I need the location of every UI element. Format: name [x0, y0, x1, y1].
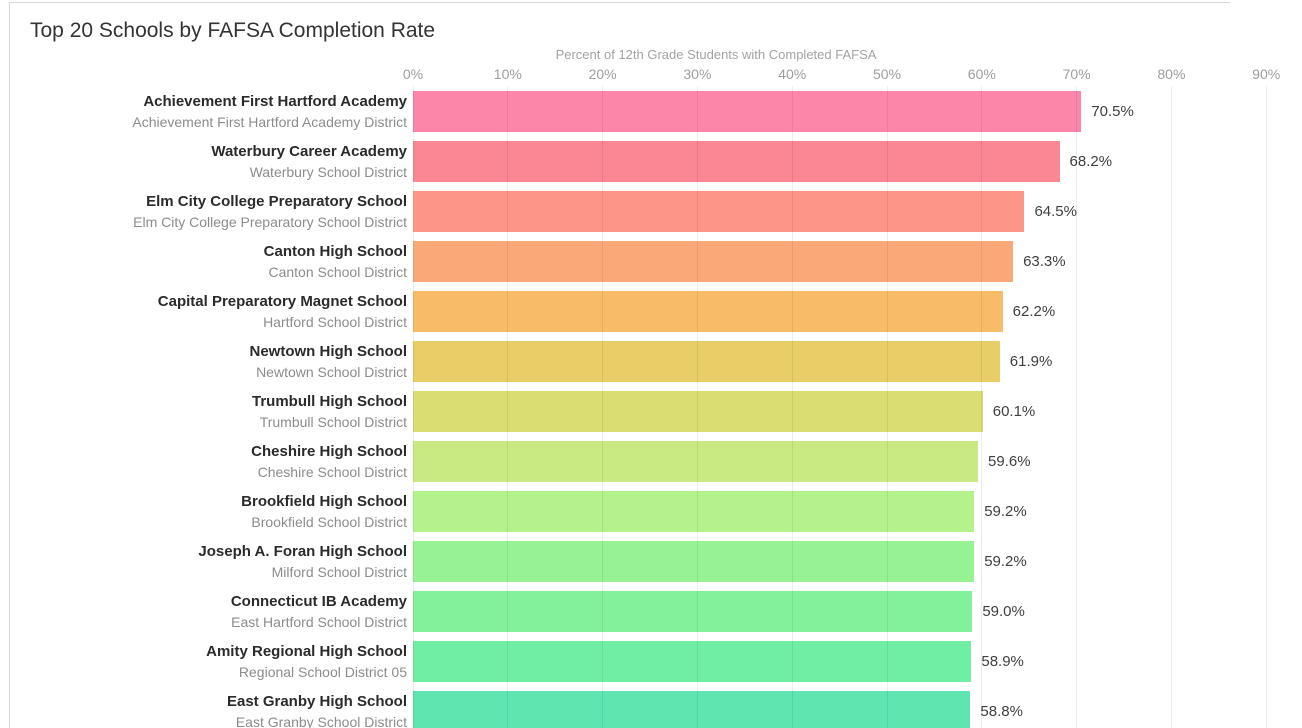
- bar[interactable]: [413, 591, 973, 632]
- bar-row: Waterbury Career Academy Waterbury School…: [0, 138, 1302, 188]
- category-label: Joseph A. Foran High School Milford Schoo…: [0, 540, 407, 584]
- bar-row: Canton High School Canton School District…: [0, 238, 1302, 288]
- category-label: Connecticut IB Academy East Hartford Scho…: [0, 590, 407, 634]
- school-name-label: Amity Regional High School: [206, 643, 407, 660]
- bar-value-label: 62.2%: [1012, 303, 1056, 320]
- panel-border-top: [9, 2, 1230, 3]
- district-name-label: East Hartford School District: [231, 614, 407, 630]
- bar-row: Achievement First Hartford Academy Achiev…: [0, 88, 1302, 138]
- bar-value-label: 59.2%: [984, 503, 1027, 520]
- school-name-label: Trumbull High School: [252, 393, 407, 410]
- category-label: Elm City College Preparatory School Elm C…: [0, 190, 407, 234]
- x-axis-tick-label: 50%: [872, 66, 902, 82]
- bar-row: Joseph A. Foran High School Milford Schoo…: [0, 538, 1302, 588]
- category-label: Achievement First Hartford Academy Achiev…: [0, 90, 407, 134]
- x-axis-tick-label: 0%: [402, 66, 424, 82]
- district-name-label: Hartford School District: [263, 314, 407, 330]
- category-label: East Granby High School East Granby Schoo…: [0, 690, 407, 728]
- district-name-label: Trumbull School District: [259, 414, 407, 430]
- bar-value-label: 59.0%: [982, 603, 1025, 620]
- bar[interactable]: [413, 491, 975, 532]
- category-label: Cheshire High School Cheshire School Dist…: [0, 440, 407, 484]
- school-name-label: East Granby High School: [226, 693, 407, 710]
- bar[interactable]: [413, 91, 1082, 132]
- bar[interactable]: [413, 691, 971, 728]
- bar-row: Newtown High School Newtown School Distri…: [0, 338, 1302, 388]
- x-axis-tick-label: 10%: [493, 66, 522, 82]
- bar-value-label: 61.9%: [1009, 353, 1053, 370]
- bar[interactable]: [413, 191, 1025, 232]
- district-name-label: Canton School District: [268, 264, 407, 280]
- category-label: Newtown High School Newtown School Distri…: [0, 340, 408, 384]
- bar-value-label: 63.3%: [1023, 253, 1066, 270]
- bar-value-label: 58.9%: [981, 653, 1024, 670]
- school-name-label: Achievement First Hartford Academy: [143, 93, 407, 110]
- category-label: Amity Regional High School Regional Schoo…: [0, 640, 407, 684]
- bar-row: Brookfield High School Brookfield School …: [0, 488, 1302, 538]
- bar[interactable]: [413, 141, 1060, 182]
- bar-value-label: 59.6%: [988, 453, 1031, 470]
- bar[interactable]: [413, 291, 1003, 332]
- x-axis-tick-label: 90%: [1252, 66, 1281, 82]
- chart-title: Top 20 Schools by FAFSA Completion Rate: [30, 19, 436, 42]
- x-axis-tick-label: 60%: [967, 66, 996, 82]
- bar-row: Amity Regional High School Regional Schoo…: [0, 638, 1302, 688]
- school-name-label: Waterbury Career Academy: [211, 143, 407, 160]
- school-name-label: Canton High School: [263, 243, 407, 260]
- category-label: Capital Preparatory Magnet School Hartfor…: [0, 290, 407, 334]
- bar-value-label: 60.1%: [992, 403, 1036, 420]
- school-name-label: Capital Preparatory Magnet School: [157, 293, 407, 310]
- x-axis-tick-label: 70%: [1062, 66, 1091, 82]
- school-name-label: Cheshire High School: [251, 443, 407, 460]
- bar-value-label: 68.2%: [1069, 153, 1113, 170]
- x-axis-tick-label: 40%: [778, 66, 807, 82]
- district-name-label: Achievement First Hartford Academy Distr…: [132, 114, 407, 130]
- bar[interactable]: [413, 641, 972, 682]
- bar-value-label: 70.5%: [1091, 103, 1134, 120]
- category-label: Canton High School Canton School District: [0, 240, 407, 284]
- bar-row: Elm City College Preparatory School Elm C…: [0, 188, 1302, 238]
- bar-row: Trumbull High School Trumbull School Dist…: [0, 388, 1302, 438]
- bar-value-label: 58.8%: [980, 703, 1023, 720]
- bar[interactable]: [413, 241, 1014, 282]
- district-name-label: Milford School District: [271, 564, 407, 580]
- x-axis-tick-label: 80%: [1157, 66, 1186, 82]
- district-name-label: Regional School District 05: [238, 664, 407, 680]
- school-name-label: Elm City College Preparatory School: [146, 193, 407, 210]
- bar-value-label: 59.2%: [984, 553, 1027, 570]
- bar[interactable]: [413, 341, 1000, 382]
- panel-border-left: [9, 2, 10, 728]
- x-axis-title: Percent of 12th Grade Students with Comp…: [555, 47, 877, 62]
- school-name-label: Connecticut IB Academy: [230, 593, 407, 610]
- bar[interactable]: [413, 541, 975, 582]
- bar[interactable]: [413, 391, 983, 432]
- district-name-label: Newtown School District: [256, 364, 407, 380]
- bar-row: Cheshire High School Cheshire School Dist…: [0, 438, 1302, 488]
- district-name-label: Cheshire School District: [257, 464, 407, 480]
- district-name-label: Elm City College Preparatory School Dist…: [133, 214, 407, 230]
- category-label: Waterbury Career Academy Waterbury School…: [0, 140, 407, 184]
- bar-row: Connecticut IB Academy East Hartford Scho…: [0, 588, 1302, 638]
- x-axis-tick-label: 20%: [588, 66, 617, 82]
- school-name-label: Brookfield High School: [241, 493, 407, 510]
- category-label: Brookfield High School Brookfield School …: [0, 490, 407, 534]
- school-name-label: Newtown High School: [249, 343, 408, 360]
- district-name-label: Brookfield School District: [251, 514, 407, 530]
- bar-row: East Granby High School East Granby Schoo…: [0, 688, 1302, 728]
- bar[interactable]: [413, 441, 978, 482]
- bar-row: Capital Preparatory Magnet School Hartfor…: [0, 288, 1302, 338]
- category-label: Trumbull High School Trumbull School Dist…: [0, 390, 407, 434]
- district-name-label: East Granby School District: [235, 714, 407, 728]
- district-name-label: Waterbury School District: [249, 164, 407, 180]
- school-name-label: Joseph A. Foran High School: [198, 543, 407, 560]
- x-axis-tick-label: 30%: [683, 66, 712, 82]
- bar-value-label: 64.5%: [1034, 203, 1077, 220]
